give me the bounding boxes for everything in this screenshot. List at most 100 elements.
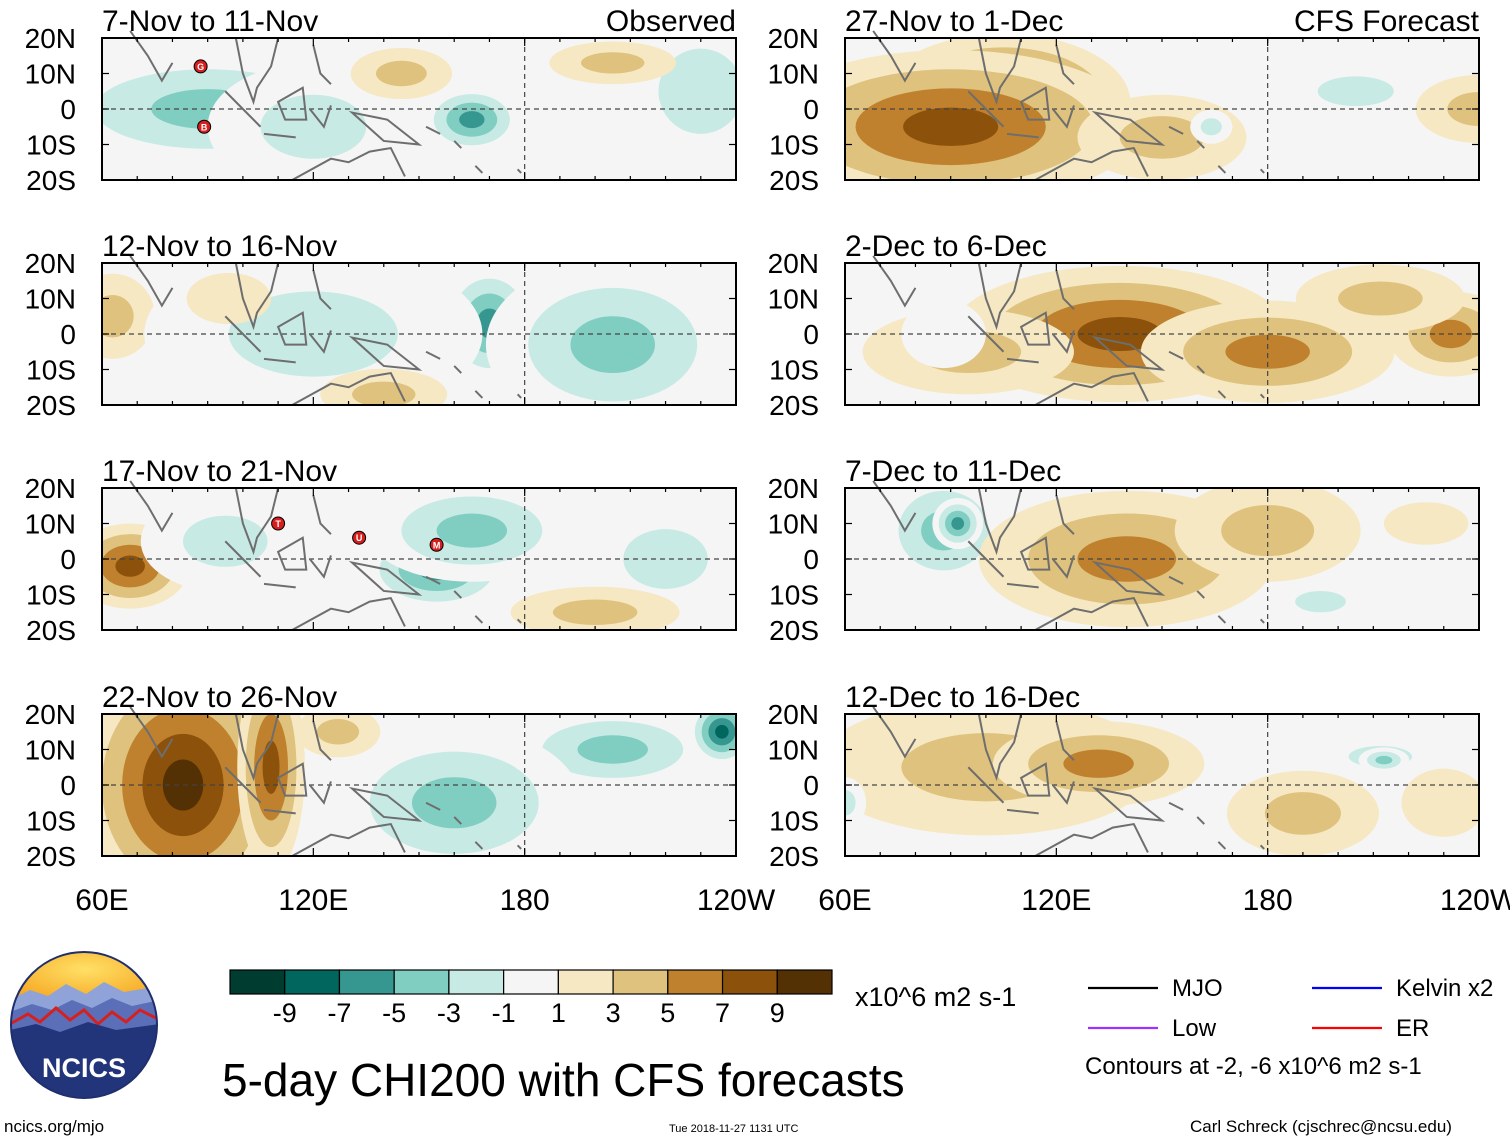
y-tick-label: 10N: [768, 509, 819, 540]
x-axis-labels: 60E 120E 180 120W 60E 120E 180 120W: [75, 884, 1510, 917]
y-tick-label: 10N: [25, 59, 76, 90]
anomaly-shade: [581, 52, 645, 74]
colorbar-label: -1: [492, 998, 516, 1028]
y-tick-label: 20N: [25, 699, 76, 730]
x-tick-label: 120W: [697, 884, 776, 917]
panel-title: 22-Nov to 26-Nov: [102, 681, 337, 714]
legend-label: Low: [1172, 1015, 1217, 1042]
anomaly-shade: [1338, 281, 1423, 316]
anomaly-shade: [102, 294, 134, 338]
legend-entry: Low: [1088, 1015, 1217, 1042]
y-tick-label: 10S: [26, 580, 76, 611]
panel-title: 12-Dec to 16-Dec: [845, 681, 1080, 714]
shaded-field: [102, 38, 736, 180]
colorbar-swatch: [229, 969, 286, 995]
footer-timestamp: Tue 2018-11-27 1131 UTC: [669, 1123, 798, 1135]
anomaly-shade: [715, 724, 729, 739]
coastline: [129, 30, 522, 181]
legend-label: MJO: [1172, 975, 1223, 1002]
anomaly-shade: [186, 272, 272, 325]
y-tick-label: 20N: [768, 248, 819, 279]
y-tick-label: 20N: [768, 699, 819, 730]
panel-title: 2-Dec to 6-Dec: [845, 230, 1047, 263]
map-panel: 20N 10N 0 10S 20S 12-Nov to 16-Nov: [25, 230, 737, 421]
panel-title: 27-Nov to 1-Dec: [845, 5, 1063, 38]
storm-marker: U: [352, 530, 367, 545]
coastline: [129, 706, 522, 857]
axis-ticks: [844, 713, 1480, 857]
svg-text:T: T: [275, 519, 281, 529]
y-tick-label: 20S: [26, 390, 76, 421]
panel-title: 7-Nov to 11-Nov: [102, 5, 318, 38]
legend-entry: Kelvin x2: [1312, 975, 1493, 1002]
footer-credit: Carl Schreck (cjschrec@ncsu.edu): [1190, 1117, 1452, 1136]
y-tick-label: 10S: [769, 806, 819, 837]
colorbar: -9 -7 -5 -3 -1 1 3 5 7 9: [229, 969, 833, 1028]
x-tick-label: 60E: [75, 884, 128, 917]
colorbar-swatch: [284, 969, 341, 995]
y-tick-label: 10N: [768, 284, 819, 315]
anomaly-shade: [1063, 749, 1134, 778]
anomaly-shade: [436, 513, 508, 548]
anomaly-shade: [1264, 792, 1341, 835]
x-tick-label: 180: [500, 884, 550, 917]
colorbar-label: -3: [437, 998, 461, 1028]
coastline: [129, 480, 522, 631]
y-tick-label: 20S: [26, 165, 76, 196]
anomaly-shade: [951, 517, 965, 530]
coastline: [872, 706, 1265, 857]
y-tick-label: 20S: [769, 390, 819, 421]
map-panel: 20N 10N 0 10S 20S 22-Nov to 26-Nov: [25, 681, 737, 872]
colorbar-swatch: [557, 969, 614, 995]
y-tick-label: 10S: [769, 355, 819, 386]
colorbar-swatch: [393, 969, 450, 995]
x-tick-label: 180: [1243, 884, 1293, 917]
y-tick-label: 20S: [769, 841, 819, 872]
anomaly-shade: [316, 718, 360, 745]
colorbar-swatch: [448, 969, 505, 995]
coastline: [129, 255, 522, 406]
colorbar-label: 7: [715, 998, 730, 1028]
legend-entry: MJO: [1088, 975, 1223, 1002]
storm-marker: T: [271, 516, 286, 531]
storm-marker: G: [193, 59, 208, 74]
anomaly-shade: [658, 48, 736, 134]
y-tick-label: 10N: [25, 509, 76, 540]
anomaly-shade: [1225, 334, 1310, 369]
footer-url: ncics.org/mjo: [4, 1117, 104, 1136]
axis-ticks: [844, 37, 1480, 181]
anomaly-shade: [115, 555, 145, 577]
axis-ticks: [844, 262, 1480, 406]
y-tick-label: 0: [60, 94, 76, 125]
svg-text:G: G: [197, 62, 204, 72]
colorbar-label: 9: [770, 998, 785, 1028]
svg-text:M: M: [433, 540, 441, 550]
colorbar-swatch: [776, 969, 833, 995]
colorbar-swatch: [612, 969, 669, 995]
y-tick-label: 20N: [768, 23, 819, 54]
panel-title: 12-Nov to 16-Nov: [102, 230, 337, 263]
coastline: [872, 30, 1265, 181]
column-title: CFS Forecast: [1294, 5, 1480, 38]
anomaly-shade: [260, 94, 367, 159]
colorbar-label: 1: [551, 998, 566, 1028]
y-tick-label: 0: [803, 770, 819, 801]
map-panel: 20N 10N 0 10S 20S 7-Dec to 11-Dec: [768, 455, 1480, 646]
colorbar-swatch: [721, 969, 778, 995]
y-tick-label: 20N: [768, 473, 819, 504]
y-tick-label: 10S: [769, 580, 819, 611]
colorbar-label: 3: [606, 998, 621, 1028]
axis-ticks: [101, 262, 737, 406]
y-tick-label: 10S: [26, 806, 76, 837]
colorbar-swatch: [667, 969, 724, 995]
x-tick-label: 120E: [278, 884, 348, 917]
colorbar-label: -9: [273, 998, 297, 1028]
y-tick-label: 20S: [26, 615, 76, 646]
anomaly-shade: [1200, 118, 1222, 136]
y-tick-label: 10S: [26, 130, 76, 161]
y-tick-label: 20S: [769, 615, 819, 646]
map-panel: 20N 10N 0 10S 20S 17-Nov to 21-Nov T U M: [25, 455, 737, 646]
anomaly-shade: [552, 599, 638, 626]
anomaly-shade: [376, 60, 427, 87]
